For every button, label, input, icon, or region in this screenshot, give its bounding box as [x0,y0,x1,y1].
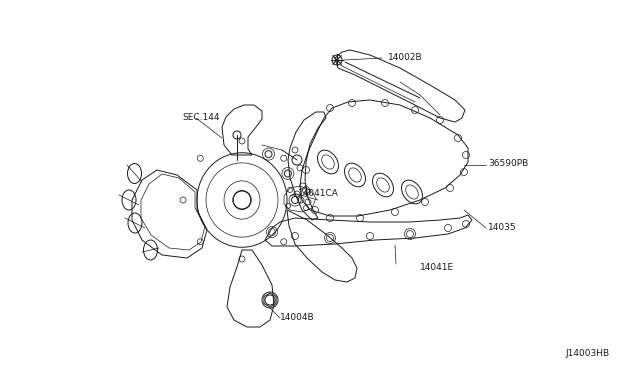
Text: J14003HB: J14003HB [566,350,610,359]
Text: 14041E: 14041E [420,263,454,273]
Text: SEC.144: SEC.144 [182,113,220,122]
Text: 36590PB: 36590PB [488,158,528,167]
Text: 14002B: 14002B [388,54,422,62]
Text: 14035: 14035 [488,224,516,232]
Text: 14004B: 14004B [280,314,315,323]
Text: 14041CA: 14041CA [298,189,339,199]
